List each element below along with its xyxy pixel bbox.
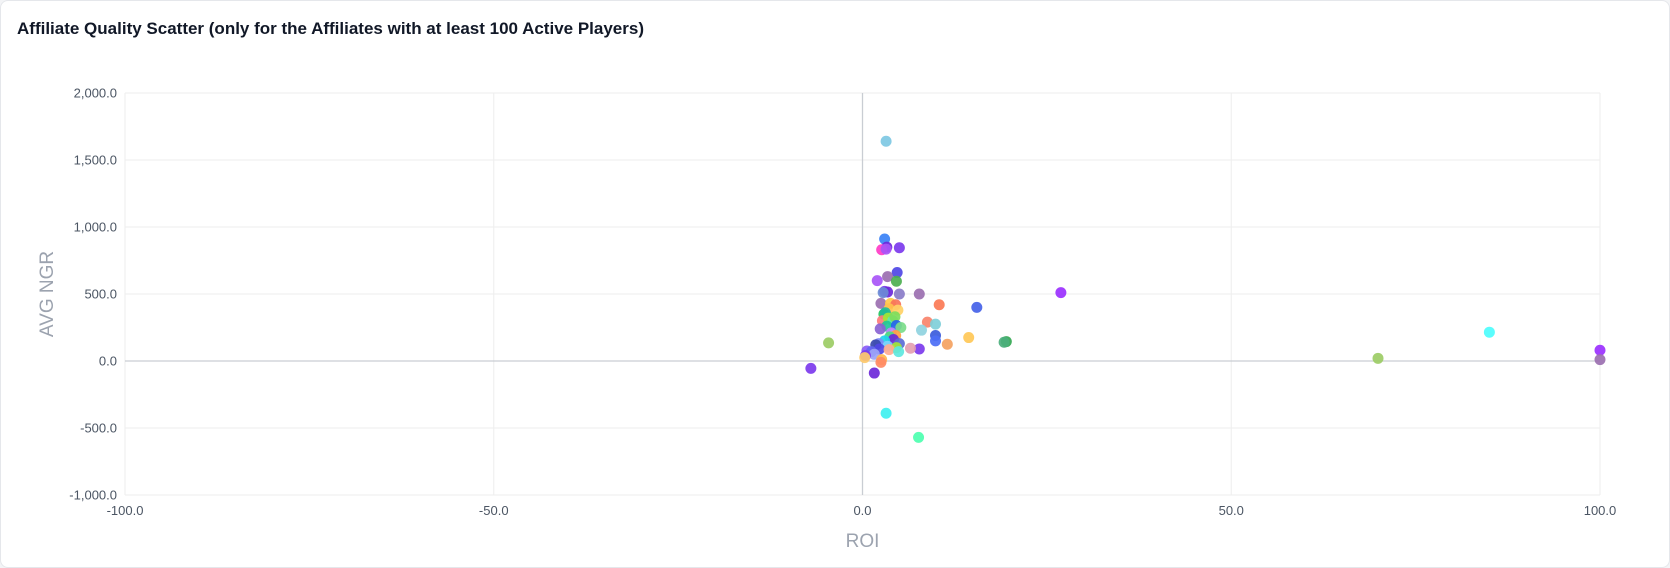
y-tick-label: 2,000.0 bbox=[74, 86, 117, 101]
scatter-point[interactable] bbox=[971, 301, 983, 313]
scatter-point[interactable] bbox=[930, 318, 942, 330]
scatter-point[interactable] bbox=[1483, 326, 1495, 338]
scatter-point[interactable] bbox=[880, 135, 892, 147]
chart-title: Affiliate Quality Scatter (only for the … bbox=[17, 19, 644, 38]
scatter-point[interactable] bbox=[895, 322, 907, 333]
scatter-point[interactable] bbox=[913, 343, 925, 355]
scatter-point[interactable] bbox=[890, 275, 902, 287]
scatter-point[interactable] bbox=[877, 287, 889, 299]
scatter-point[interactable] bbox=[823, 337, 835, 349]
scatter-point[interactable] bbox=[916, 324, 927, 336]
scatter-point[interactable] bbox=[1594, 354, 1606, 366]
scatter-point[interactable] bbox=[893, 346, 905, 358]
x-tick-label: -50.0 bbox=[479, 503, 509, 518]
scatter-point[interactable] bbox=[1372, 352, 1384, 364]
scatter-point[interactable] bbox=[998, 336, 1010, 348]
scatter-point[interactable] bbox=[871, 275, 883, 287]
data-points[interactable] bbox=[805, 135, 1606, 443]
x-tick-label: -100.0 bbox=[107, 503, 144, 518]
y-tick-label: -500.0 bbox=[80, 421, 117, 436]
y-axis-title: AVG NGR bbox=[37, 251, 58, 337]
scatter-point[interactable] bbox=[859, 352, 871, 364]
scatter-point[interactable] bbox=[883, 344, 895, 356]
y-tick-label: 1,500.0 bbox=[74, 153, 117, 168]
x-axis-title: ROI bbox=[846, 531, 880, 552]
scatter-point[interactable] bbox=[893, 288, 905, 300]
scatter-point[interactable] bbox=[874, 323, 886, 335]
scatter-point[interactable] bbox=[891, 267, 903, 279]
scatter-point[interactable] bbox=[880, 407, 892, 419]
scatter-point[interactable] bbox=[880, 243, 892, 255]
scatter-point[interactable] bbox=[875, 356, 887, 368]
scatter-point[interactable] bbox=[875, 297, 887, 309]
scatter-point[interactable] bbox=[889, 311, 901, 323]
scatter-point[interactable] bbox=[904, 342, 916, 354]
tick-labels: -100.0 -50.0 0.0 50.0 100.0 -1,000.0 -500.0 0.0… bbox=[69, 86, 1616, 519]
scatter-point[interactable] bbox=[930, 335, 942, 347]
scatter-point[interactable] bbox=[882, 271, 894, 283]
scatter-point[interactable] bbox=[913, 288, 925, 300]
y-tick-label: 500.0 bbox=[84, 287, 117, 302]
x-tick-label: 0.0 bbox=[853, 503, 871, 518]
y-tick-label: 1,000.0 bbox=[74, 220, 117, 235]
scatter-point[interactable] bbox=[933, 299, 945, 311]
x-tick-label: 50.0 bbox=[1219, 503, 1244, 518]
x-tick-label: 100.0 bbox=[1584, 503, 1617, 518]
y-tick-label: 0.0 bbox=[99, 354, 117, 369]
scatter-point[interactable] bbox=[963, 332, 975, 344]
y-tick-label: -1,000.0 bbox=[69, 488, 117, 503]
scatter-point[interactable] bbox=[868, 367, 880, 379]
scatter-point[interactable] bbox=[1594, 344, 1606, 356]
scatter-point[interactable] bbox=[913, 431, 925, 443]
scatter-point[interactable] bbox=[805, 362, 817, 374]
scatter-point[interactable] bbox=[941, 338, 953, 350]
scatter-point[interactable] bbox=[1055, 287, 1067, 299]
scatter-point[interactable] bbox=[893, 242, 905, 254]
